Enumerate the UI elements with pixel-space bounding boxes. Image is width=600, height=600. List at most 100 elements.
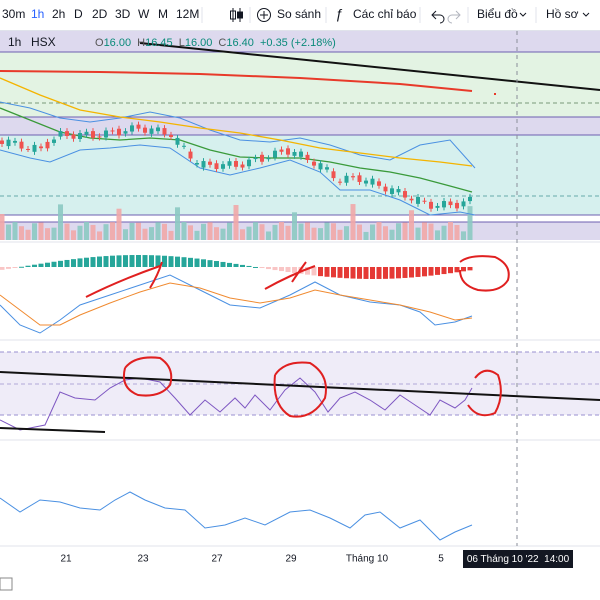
volume-bar (19, 226, 24, 240)
volume-bar (32, 223, 37, 240)
macd-bar (227, 262, 232, 267)
volume-bar (129, 222, 135, 240)
volume-bar (461, 231, 466, 240)
volume-bar (168, 230, 174, 240)
volume-bar (292, 212, 297, 240)
candle-icon[interactable] (230, 8, 243, 22)
macd-bar (71, 259, 76, 267)
undo-icon[interactable] (431, 10, 445, 24)
candle-body (403, 191, 407, 198)
candle-body (305, 154, 310, 161)
redo-icon[interactable] (447, 10, 461, 24)
macd-bar (84, 257, 89, 267)
macd-bar (155, 255, 161, 267)
macd-bar (38, 263, 44, 267)
interval-button[interactable]: 2D (92, 7, 108, 21)
ma-long (0, 77, 473, 167)
candle-body (292, 152, 297, 156)
macd-bar (396, 267, 401, 279)
rsi-line (0, 377, 473, 431)
value: 16.40 (226, 37, 254, 49)
compare-button[interactable]: So sánh (277, 7, 321, 21)
interval-button[interactable]: M (158, 7, 168, 21)
candle-body (390, 188, 394, 194)
candle-body (409, 198, 414, 201)
candle-body (84, 131, 89, 135)
volume-bar (331, 223, 336, 240)
candle-body (201, 161, 206, 168)
volume-bar (272, 224, 278, 240)
macd-bar (32, 264, 37, 267)
interval-button[interactable]: W (138, 7, 150, 21)
candle-body (162, 128, 167, 135)
macd-bar (246, 265, 252, 267)
macd-bar (292, 267, 297, 273)
interval-button[interactable]: 3D (115, 7, 131, 21)
candle-body (351, 176, 355, 178)
indicators-button[interactable]: Các chỉ báo (353, 7, 417, 21)
macd-bar (77, 258, 83, 267)
macd-bar (285, 267, 291, 273)
trend-line (139, 42, 600, 91)
macd-bar (363, 267, 369, 279)
candle-body (227, 161, 232, 166)
candle-body (58, 131, 63, 137)
indicators-icon[interactable]: ƒ (335, 6, 343, 22)
volume-bar (363, 231, 369, 240)
interval-button[interactable]: 2h (52, 7, 65, 21)
bb-lower (0, 144, 476, 216)
volume-bar (84, 222, 89, 240)
volume-bar (337, 229, 343, 240)
candle-body (331, 171, 336, 179)
candle-body (175, 137, 180, 145)
volume-bar (253, 222, 258, 240)
candle-body (123, 131, 128, 134)
macd-bar (6, 267, 11, 269)
profile-menu[interactable]: Hồ sơ (546, 7, 579, 21)
signal-line (0, 282, 473, 326)
volume-bar (298, 223, 304, 240)
volume-bar (259, 224, 265, 240)
candle-body (260, 154, 264, 162)
volume-bar (123, 229, 128, 240)
macd-bar (162, 255, 167, 267)
band (0, 31, 600, 52)
candle-body (325, 167, 329, 170)
macd-bar (279, 267, 284, 272)
macd-bar (311, 267, 317, 276)
chart-menu[interactable]: Biểu đồ (477, 7, 518, 21)
volume-bar (318, 228, 323, 240)
interval-button[interactable]: 1h (31, 7, 44, 21)
volume-bar (454, 224, 460, 240)
volume-bar (285, 225, 291, 240)
candle-body (344, 175, 349, 183)
volume-bar (162, 223, 167, 240)
volume-bar (240, 229, 245, 240)
volume-bar (220, 228, 226, 240)
compare-icon[interactable] (257, 8, 271, 22)
volume-bar (51, 227, 57, 240)
candle-body (169, 134, 173, 138)
volume-bar (383, 226, 388, 240)
macd-bar (422, 267, 427, 277)
macd-bar (25, 265, 31, 267)
volume-bar (402, 222, 408, 240)
volume-bar (428, 223, 434, 240)
candle-body (253, 157, 258, 160)
interval-button[interactable]: D (74, 7, 83, 21)
legend: 1h HSX O16.00 H16.45 L16.00 C16.40 +0.35… (8, 35, 336, 49)
macd-bar (383, 267, 388, 279)
candle-body (370, 178, 375, 185)
interval-button[interactable]: 12M (176, 7, 199, 21)
candle-body (19, 141, 24, 149)
candle-body (91, 131, 95, 138)
candle-body (312, 161, 316, 166)
interval-button[interactable]: 30m (2, 7, 25, 21)
volume-bar (344, 226, 349, 240)
value: 16.00 (104, 37, 132, 49)
candle-body (279, 149, 284, 152)
ma-dot (494, 93, 496, 95)
axis-icon[interactable] (0, 577, 13, 591)
macd-bar (253, 266, 258, 268)
